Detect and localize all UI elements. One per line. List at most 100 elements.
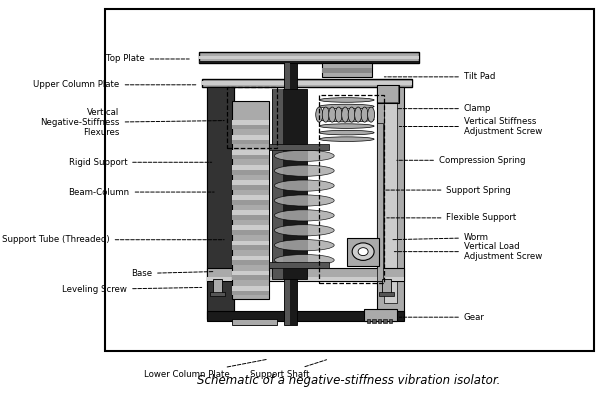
Bar (377, 87, 404, 319)
Bar (232, 165, 269, 170)
Bar (379, 292, 394, 296)
Text: Compression Spring: Compression Spring (397, 156, 526, 165)
Text: Upper Column Plate: Upper Column Plate (34, 80, 197, 89)
Bar (364, 309, 397, 321)
Bar (347, 238, 379, 266)
Bar (232, 210, 269, 215)
Bar (232, 260, 269, 265)
Text: Clamp: Clamp (397, 104, 491, 113)
Bar (199, 61, 419, 63)
Bar (211, 292, 226, 296)
Text: Worm: Worm (392, 233, 489, 242)
Ellipse shape (274, 225, 334, 236)
Bar (272, 89, 307, 280)
Ellipse shape (274, 195, 334, 206)
Bar (227, 87, 277, 148)
Bar (322, 68, 371, 73)
Bar (214, 280, 223, 293)
Text: Beam-Column: Beam-Column (68, 188, 214, 196)
Bar (199, 56, 419, 59)
Text: Support Shaft: Support Shaft (250, 360, 326, 379)
Bar (232, 185, 269, 190)
Ellipse shape (348, 107, 355, 122)
Ellipse shape (319, 98, 374, 102)
Bar (383, 319, 386, 323)
Bar (322, 63, 371, 77)
Bar (202, 81, 412, 85)
Bar (232, 135, 269, 140)
Text: Vertical Stiffness
Adjustment Screw: Vertical Stiffness Adjustment Screw (400, 117, 542, 136)
Bar (269, 262, 329, 268)
Text: Support Tube (Threaded): Support Tube (Threaded) (2, 235, 224, 244)
Text: Leveling Screw: Leveling Screw (62, 285, 202, 294)
Bar (207, 278, 404, 282)
Bar (389, 319, 392, 323)
Bar (202, 79, 412, 87)
Ellipse shape (319, 137, 374, 142)
Text: Lower Column Plate: Lower Column Plate (143, 360, 266, 379)
Bar (367, 319, 370, 323)
Text: Top Plate: Top Plate (106, 54, 189, 64)
Ellipse shape (319, 124, 374, 128)
Ellipse shape (329, 107, 335, 122)
Bar (232, 245, 269, 250)
Circle shape (352, 243, 374, 260)
Bar (105, 9, 593, 351)
Bar (284, 63, 297, 325)
Bar (207, 311, 404, 321)
Bar (207, 87, 235, 319)
Ellipse shape (355, 107, 362, 122)
Ellipse shape (319, 130, 374, 135)
Bar (384, 97, 397, 303)
Bar (232, 256, 269, 260)
Ellipse shape (319, 111, 374, 115)
Bar (232, 195, 269, 200)
Ellipse shape (368, 107, 374, 122)
Bar (232, 319, 277, 325)
Ellipse shape (341, 107, 349, 122)
Ellipse shape (274, 254, 334, 266)
Bar (207, 268, 404, 282)
Ellipse shape (335, 107, 342, 122)
Bar (232, 276, 269, 280)
Text: Support Spring: Support Spring (385, 186, 511, 194)
Bar (377, 122, 383, 282)
Bar (199, 52, 419, 63)
Bar (377, 319, 381, 323)
Text: Vertical Load
Adjustment Screw: Vertical Load Adjustment Screw (394, 242, 542, 261)
Bar (232, 290, 269, 295)
Bar (232, 170, 269, 174)
Ellipse shape (361, 107, 368, 122)
Ellipse shape (319, 104, 374, 109)
Bar (232, 286, 269, 290)
Bar (207, 87, 235, 319)
Bar (377, 85, 399, 103)
Bar (232, 150, 269, 155)
Ellipse shape (274, 150, 334, 161)
Bar (232, 230, 269, 235)
Text: Vertical
Negative-Stiffness
Flexures: Vertical Negative-Stiffness Flexures (40, 108, 224, 138)
Text: Base: Base (131, 269, 214, 278)
Bar (232, 155, 269, 160)
Bar (232, 180, 269, 185)
Ellipse shape (274, 210, 334, 221)
Ellipse shape (274, 180, 334, 191)
Ellipse shape (274, 165, 334, 176)
Bar (232, 140, 269, 144)
Bar (269, 144, 329, 150)
Bar (377, 86, 398, 102)
Bar (286, 63, 290, 325)
Bar (232, 120, 269, 124)
Text: Gear: Gear (400, 313, 485, 322)
Bar (232, 226, 269, 230)
Bar (372, 319, 376, 323)
Bar (232, 215, 269, 220)
Ellipse shape (322, 107, 329, 122)
Bar (232, 124, 269, 129)
Bar (382, 280, 391, 293)
Bar (319, 95, 384, 284)
Text: Schematic of a negative-stiffness vibration isolator.: Schematic of a negative-stiffness vibrat… (197, 374, 501, 387)
Bar (232, 101, 269, 299)
Text: Tilt Pad: Tilt Pad (385, 72, 495, 81)
Bar (273, 89, 283, 280)
